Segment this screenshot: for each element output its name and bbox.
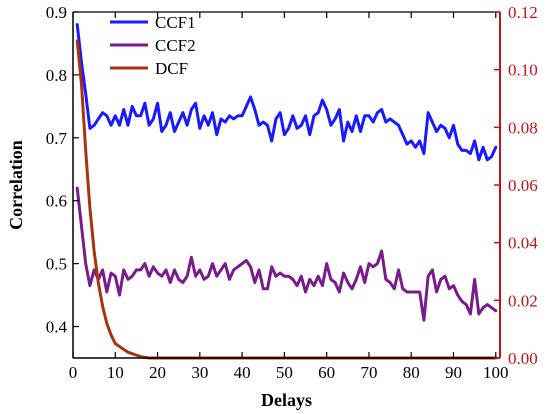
y-left-tick-label: 0.9 [46,3,67,22]
y-right-tick-label: 0.00 [508,349,538,368]
x-tick-label: 0 [69,363,78,382]
series-line-ccf1 [75,23,498,162]
y-left-tick-label: 0.8 [46,66,67,85]
x-tick-label: 70 [360,363,377,382]
x-tick-label: 60 [318,363,335,382]
legend-label-dcf: DCF [155,59,188,78]
x-tick-label: 30 [191,363,208,382]
y-left-tick-label: 0.4 [46,318,68,337]
y-left-tick-label: 0.5 [46,255,67,274]
x-tick-label: 80 [403,363,420,382]
x-axis-title: Delays [261,390,312,410]
y-left-tick-label: 0.7 [46,129,68,148]
x-tick-label: 40 [234,363,251,382]
legend-label-ccf1: CCF1 [155,13,196,32]
y-right-tick-label: 0.12 [508,3,538,22]
y-right-tick-label: 0.06 [508,176,538,195]
y-right-tick-label: 0.10 [508,61,538,80]
x-tick-label: 100 [483,363,509,382]
legend-label-ccf2: CCF2 [155,36,196,55]
y-right-tick-label: 0.04 [508,234,538,253]
y-right-tick-label: 0.02 [508,291,538,310]
y-left-tick-label: 0.6 [46,192,67,211]
series-layer [75,23,498,360]
x-tick-label: 20 [149,363,166,382]
x-tick-label: 10 [107,363,124,382]
x-tick-label: 90 [445,363,462,382]
series-line-dcf [75,39,498,360]
axes-layer: 0 10 20 30 40 50 60 70 80 90 100 0.4 0.5 0.6 0.7 0.8 0.9… [46,3,539,382]
legend: CCF1 CCF2 DCF [110,13,196,78]
x-tick-label: 50 [276,363,293,382]
y-right-tick-label: 0.08 [508,118,538,137]
series-line-ccf2 [75,186,498,322]
y-axis-left-title: Correlation [6,140,26,230]
